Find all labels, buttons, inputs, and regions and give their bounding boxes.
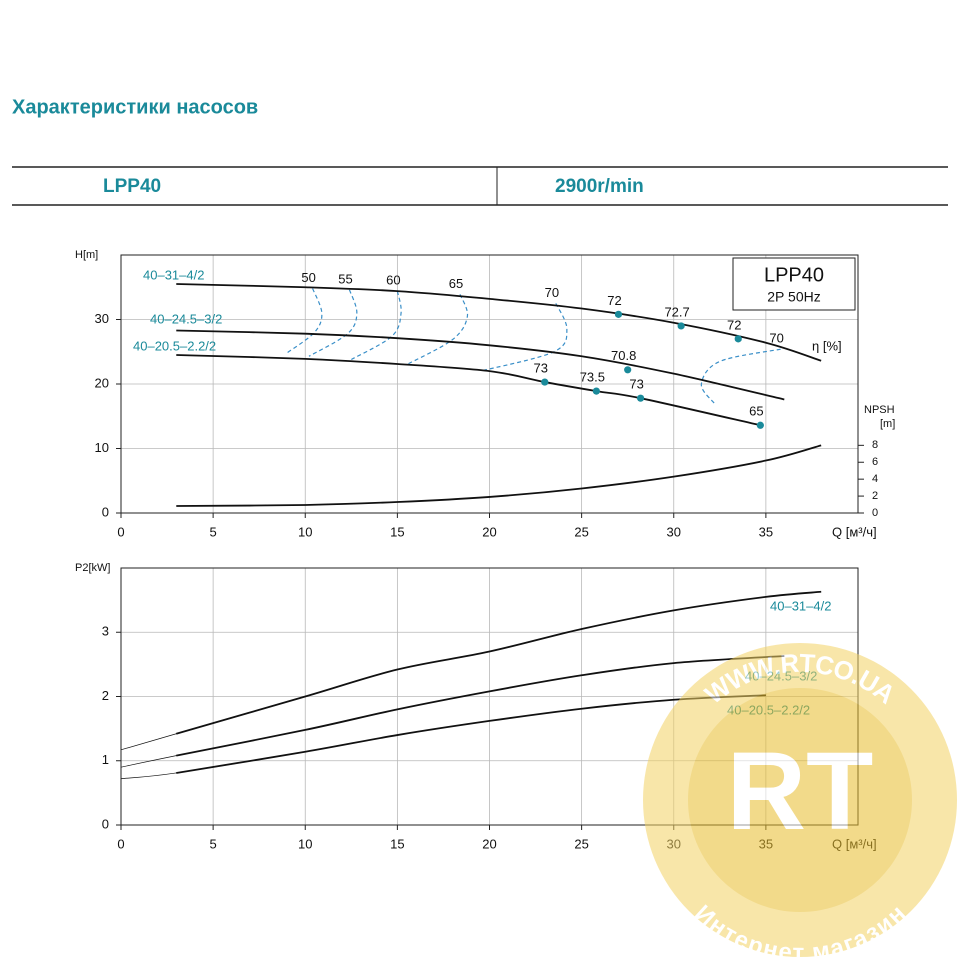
- watermark-inner: [688, 688, 912, 912]
- x-axis-label: Q [м³/ч]: [832, 524, 877, 539]
- y-tick-label: 3: [102, 624, 109, 639]
- contour-label: 50: [301, 270, 315, 285]
- curve: [176, 329, 785, 401]
- curve: [176, 354, 761, 427]
- x-tick-label: 25: [574, 524, 588, 539]
- x-tick-label: 20: [482, 524, 496, 539]
- speed: 2900r/min: [555, 176, 644, 197]
- x-tick-label: 35: [759, 524, 773, 539]
- legend-subtitle: 2P 50Hz: [767, 289, 820, 305]
- y-axis-label: P2[kW]: [75, 562, 110, 574]
- plot-frame: [120, 254, 859, 514]
- contour-label: 55: [338, 271, 352, 286]
- efficiency-contour: [308, 289, 358, 357]
- efficiency-contour: [351, 291, 402, 361]
- x-tick-label: 5: [210, 524, 217, 539]
- y2-axis-label: [m]: [880, 418, 895, 430]
- efficiency-label: 72: [727, 317, 741, 332]
- y2-axis-label: NPSH: [864, 404, 895, 416]
- y2-tick-label: 8: [872, 439, 878, 451]
- y2-tick-label: 0: [872, 507, 878, 519]
- curve: [176, 655, 785, 757]
- curve: [176, 694, 766, 774]
- y-tick-label: 1: [102, 752, 109, 767]
- efficiency-label: 72: [607, 293, 621, 308]
- curve-label: 40–31–4/2: [770, 598, 831, 613]
- efficiency-point: [592, 387, 600, 395]
- x-tick-label: 25: [574, 836, 588, 851]
- legend-box: [732, 257, 856, 311]
- efficiency-point: [541, 378, 549, 386]
- x-tick-label: 15: [390, 524, 404, 539]
- npsh-curve: [176, 444, 822, 507]
- x-tick-label: 10: [298, 524, 312, 539]
- y-tick-label: 20: [95, 375, 109, 390]
- efficiency-contour: [700, 348, 781, 404]
- x-tick-label: 0: [117, 836, 124, 851]
- contour-label: 65: [449, 276, 463, 291]
- curve-label: 40–31–4/2: [143, 267, 204, 282]
- contour-label: 70: [769, 331, 783, 346]
- x-tick-label: 30: [667, 524, 681, 539]
- efficiency-point: [614, 310, 623, 318]
- efficiency-label: 73.5: [580, 370, 605, 385]
- x-tick-label: 10: [298, 836, 312, 851]
- contour-label: 60: [386, 273, 400, 288]
- x-tick-label: 15: [390, 836, 404, 851]
- efficiency-contour: [286, 288, 323, 354]
- legend-title: LPP40: [764, 264, 824, 286]
- curve-label: 40–24.5–3/2: [150, 311, 222, 326]
- contour-label: 70: [545, 285, 559, 300]
- y-tick-label: 30: [95, 311, 109, 326]
- model-name: LPP40: [103, 176, 161, 197]
- y2-tick-label: 4: [872, 473, 878, 485]
- efficiency-point: [636, 394, 645, 402]
- efficiency-label: 73: [534, 361, 548, 376]
- efficiency-label: 73: [629, 377, 643, 392]
- x-tick-label: 0: [117, 524, 124, 539]
- eta-label: η [%]: [812, 338, 842, 353]
- page-title: Характеристики насосов: [12, 96, 258, 118]
- curve-label: 40–20.5–2.2/2: [133, 338, 216, 353]
- efficiency-label: 72.7: [664, 304, 689, 319]
- efficiency-contour: [406, 294, 469, 366]
- y-axis-label: H[m]: [75, 249, 98, 261]
- y-tick-label: 0: [102, 816, 109, 831]
- y2-tick-label: 2: [872, 490, 878, 502]
- curve: [176, 283, 822, 362]
- y-tick-label: 10: [95, 440, 109, 455]
- efficiency-label: 65: [749, 404, 763, 419]
- efficiency-point: [677, 322, 685, 330]
- efficiency-point: [624, 366, 632, 374]
- efficiency-point: [756, 421, 764, 429]
- x-tick-label: 20: [482, 836, 496, 851]
- y-tick-label: 0: [102, 504, 109, 519]
- x-tick-label: 5: [210, 836, 217, 851]
- curve: [176, 590, 822, 735]
- y-tick-label: 2: [102, 688, 109, 703]
- y2-tick-label: 6: [872, 456, 878, 468]
- watermark-logo: RT: [727, 730, 874, 853]
- efficiency-point: [734, 335, 742, 343]
- efficiency-label: 70.8: [611, 348, 636, 363]
- efficiency-contour: [480, 303, 568, 372]
